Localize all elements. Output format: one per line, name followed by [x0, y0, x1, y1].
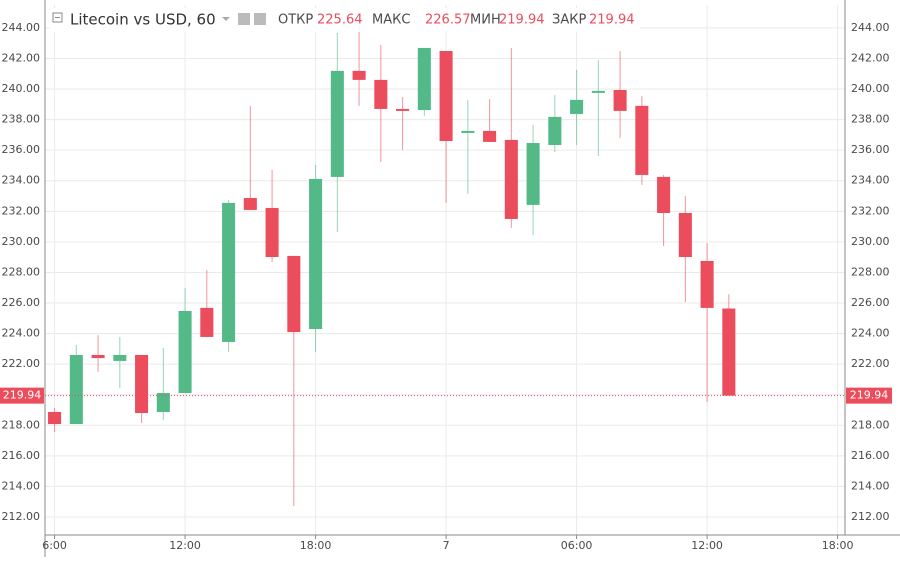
y-tick-label: 228.00 — [2, 265, 41, 278]
y-tick-label: 214.00 — [851, 479, 890, 492]
header: Litecoin vs USD, 60 ОТКР 225.64 МАКС 226… — [50, 8, 640, 32]
y-tick-label: 234.00 — [2, 174, 41, 187]
candle-body — [156, 393, 170, 412]
collapse-icon[interactable] — [52, 12, 63, 23]
x-tick-label: 7 — [443, 539, 450, 552]
open-label: ОТКР — [278, 13, 313, 28]
y-tick-label: 232.00 — [851, 204, 890, 217]
candle-body — [483, 130, 497, 142]
chart-title: Litecoin vs USD, 60 — [70, 11, 216, 29]
y-tick-label: 238.00 — [2, 113, 41, 126]
x-tick-label: 12:00 — [169, 539, 201, 552]
x-tick-label: 18:00 — [822, 539, 854, 552]
candle-body — [330, 70, 344, 177]
y-tick-label: 240.00 — [851, 82, 890, 95]
y-tick-label: 224.00 — [851, 327, 890, 340]
last-price-badge — [0, 387, 44, 404]
x-tick-label: 12:00 — [691, 539, 723, 552]
y-tick-label: 242.00 — [2, 51, 41, 64]
y-tick-label: 240.00 — [2, 82, 41, 95]
candle-body — [591, 90, 605, 93]
y-tick-label: 226.00 — [851, 296, 890, 309]
y-tick-label: 230.00 — [851, 235, 890, 248]
candle-body — [243, 198, 257, 210]
y-tick-label: 212.00 — [851, 510, 890, 523]
y-tick-label: 236.00 — [2, 143, 41, 156]
y-tick-label: 212.00 — [2, 510, 41, 523]
y-tick-label: 214.00 — [2, 479, 41, 492]
candle-body — [439, 51, 453, 142]
candle-body — [722, 308, 736, 396]
candle-body — [200, 307, 214, 337]
candle-body — [526, 143, 540, 205]
candle-body — [352, 70, 366, 80]
x-tick-label: 6:00 — [42, 539, 67, 552]
candle-body — [548, 116, 562, 145]
y-tick-label: 242.00 — [851, 51, 890, 64]
settings-icon[interactable] — [254, 13, 266, 25]
y-tick-label: 224.00 — [2, 327, 41, 340]
low-label: МИН — [470, 13, 501, 28]
last-price-label: 219.94 — [850, 389, 889, 402]
y-tick-label: 218.00 — [851, 418, 890, 431]
candle-body — [48, 411, 62, 425]
x-tick-label: 18:00 — [300, 539, 332, 552]
y-tick-label: 238.00 — [851, 113, 890, 126]
candle-body — [570, 99, 584, 114]
last-price-label: 219.94 — [3, 389, 42, 402]
y-tick-label: 236.00 — [851, 143, 890, 156]
y-tick-label: 222.00 — [851, 357, 890, 370]
candle-body — [135, 354, 149, 414]
candle-body — [265, 207, 279, 258]
candle-body — [635, 105, 649, 175]
y-tick-label: 232.00 — [2, 204, 41, 217]
y-tick-label: 218.00 — [2, 418, 41, 431]
y-tick-label: 216.00 — [2, 449, 41, 462]
y-tick-label: 244.00 — [2, 21, 41, 34]
dropdown-icon[interactable] — [222, 17, 230, 21]
candle-body — [287, 255, 301, 333]
candle-body — [113, 354, 127, 361]
candle-body — [700, 260, 714, 308]
close-label: ЗАКР — [552, 13, 586, 28]
candle-body — [309, 178, 323, 329]
y-tick-label: 216.00 — [851, 449, 890, 462]
open-value: 225.64 — [317, 13, 363, 28]
candle-body — [374, 79, 388, 109]
y-tick-label: 226.00 — [2, 296, 41, 309]
y-tick-label: 230.00 — [2, 235, 41, 248]
candle-body — [417, 47, 431, 110]
close-value: 219.94 — [589, 13, 635, 28]
x-tick-label: 06:00 — [561, 539, 593, 552]
header-bg — [50, 8, 640, 32]
candle-body — [504, 139, 518, 219]
candle-body — [91, 354, 105, 359]
candle-body — [222, 202, 236, 342]
candle-body — [69, 354, 83, 425]
visibility-icon[interactable] — [238, 13, 250, 25]
candle-body — [678, 212, 692, 258]
candles — [48, 24, 736, 506]
y-tick-label: 244.00 — [851, 21, 890, 34]
candle-body — [657, 176, 671, 213]
high-label: МАКС — [372, 13, 410, 28]
candle-body — [613, 89, 627, 111]
y-tick-label: 228.00 — [851, 265, 890, 278]
candle-body — [178, 310, 192, 394]
last-price-badge — [846, 387, 892, 404]
y-tick-label: 234.00 — [851, 174, 890, 187]
high-value: 226.57 — [425, 13, 471, 28]
candle-body — [461, 130, 475, 133]
low-value: 219.94 — [499, 13, 545, 28]
candle-body — [396, 108, 410, 111]
y-tick-label: 222.00 — [2, 357, 41, 370]
